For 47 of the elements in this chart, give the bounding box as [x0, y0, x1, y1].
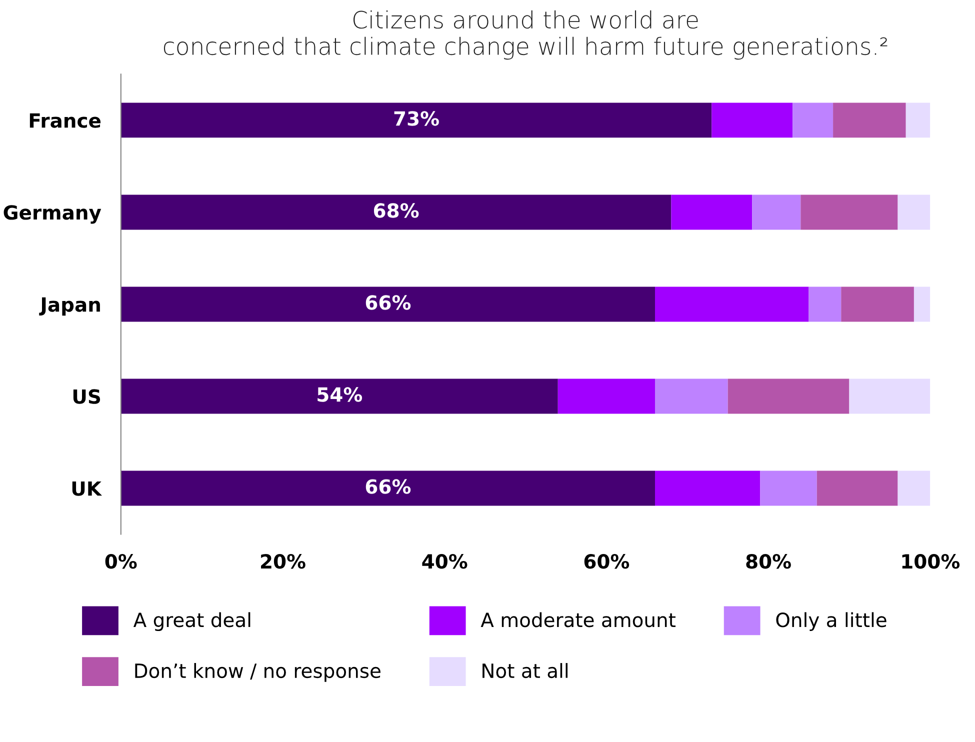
legend-label: A great deal — [133, 612, 250, 632]
bar — [655, 378, 728, 414]
x-tick-label: 0% — [105, 554, 137, 569]
data-label: 68% — [374, 203, 419, 218]
data-label: 54% — [318, 387, 362, 402]
x-tick-label: 20% — [261, 554, 306, 569]
legend-label: Only a little — [776, 612, 886, 632]
bar — [760, 470, 817, 506]
bar — [120, 286, 656, 322]
legend-label: A moderate amount — [480, 612, 676, 628]
bar — [898, 470, 930, 506]
bar — [906, 102, 930, 138]
x-tick-label: 80% — [746, 554, 791, 569]
bar — [914, 286, 930, 322]
bar — [655, 470, 760, 506]
bar — [120, 102, 712, 138]
y-tick-label: Japan — [39, 297, 100, 316]
bar — [120, 194, 672, 230]
bar — [841, 286, 914, 322]
bar — [712, 102, 793, 138]
bar — [728, 378, 850, 414]
bar — [849, 378, 930, 414]
bar — [752, 194, 801, 230]
bar — [808, 286, 842, 322]
bar — [120, 378, 558, 414]
x-tick-label: 40% — [422, 554, 468, 569]
y-tick-label: UK — [72, 481, 102, 496]
y-tick-label: US — [73, 389, 100, 404]
y-tick-label: Germany — [4, 205, 102, 224]
bar — [120, 470, 656, 506]
bar — [558, 378, 656, 414]
data-label: 66% — [366, 295, 411, 310]
data-label: 73% — [394, 111, 439, 126]
data-label: 66% — [366, 479, 411, 494]
y-tick-label: France — [30, 113, 101, 128]
bar — [898, 194, 930, 230]
bar — [833, 102, 906, 138]
bar — [671, 194, 752, 230]
x-tick-label: 60% — [584, 554, 630, 569]
legend-label: Don’t know / no response — [135, 663, 380, 682]
x-tick-label: 100% — [902, 554, 960, 569]
bar — [816, 470, 898, 506]
bar — [655, 286, 809, 322]
bar — [800, 194, 898, 230]
legend-label: Not at all — [482, 663, 568, 678]
chart-title: Citizens around the world are concerned that climate change will harm future generations.² — [164, 10, 888, 60]
bar — [792, 102, 834, 138]
